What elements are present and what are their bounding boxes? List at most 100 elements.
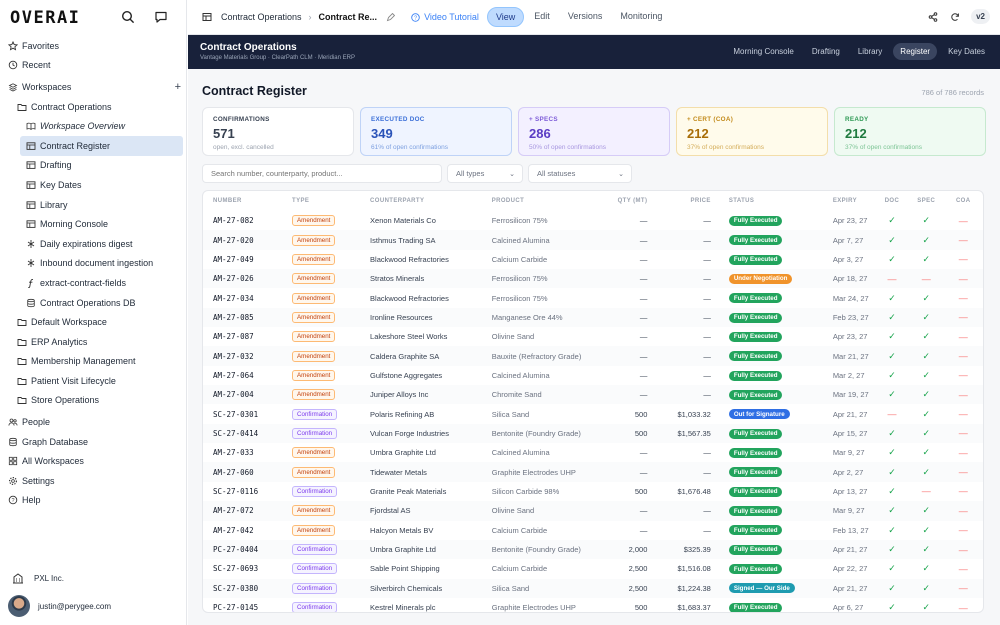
share-icon[interactable] bbox=[928, 12, 938, 22]
user-menu[interactable]: justin@perygee.com bbox=[8, 595, 111, 617]
table-row[interactable]: AM-27-072 Amendment Fjordstal AS Olivine… bbox=[203, 501, 983, 521]
table-row[interactable]: PC-27-0404 Confirmation Umbra Graphite L… bbox=[203, 539, 983, 560]
table-row[interactable]: SC-27-0380 Confirmation Silverbirch Chem… bbox=[203, 578, 983, 598]
column-header-doc[interactable]: DOC bbox=[884, 198, 900, 204]
table-row[interactable]: SC-27-0116 Confirmation Granite Peak Mat… bbox=[203, 482, 983, 501]
table-row[interactable]: AM-27-064 Amendment Gulfstone Aggregates… bbox=[203, 366, 983, 385]
contract-number[interactable]: AM-27-026 bbox=[203, 269, 283, 289]
sidebar-item-default-workspace[interactable]: Default Workspace bbox=[0, 312, 187, 332]
table-row[interactable]: AM-27-085 Amendment Ironline Resources M… bbox=[203, 307, 983, 328]
table-row[interactable]: AM-27-026 Amendment Stratos Minerals Fer… bbox=[203, 269, 983, 289]
contract-number[interactable]: AM-27-072 bbox=[203, 501, 283, 521]
column-header-expiry[interactable]: EXPIRY bbox=[832, 198, 857, 204]
contract-number[interactable]: SC-27-0380 bbox=[203, 578, 283, 598]
contract-number[interactable]: AM-27-034 bbox=[213, 293, 254, 303]
sidebar-item-inbound-document-ingestion[interactable]: Inbound document ingestion bbox=[0, 254, 187, 274]
app-logo[interactable]: OVERAI bbox=[10, 7, 81, 28]
contract-number[interactable]: AM-27-064 bbox=[213, 370, 254, 380]
tab-monitoring[interactable]: Monitoring bbox=[620, 11, 663, 21]
sidebar-item-settings[interactable]: Settings bbox=[0, 471, 187, 491]
table-row[interactable]: AM-27-032 Amendment Caldera Graphite SA … bbox=[203, 346, 983, 366]
column-header-number[interactable]: NUMBER bbox=[213, 198, 242, 204]
sidebar-item-people[interactable]: People bbox=[0, 412, 187, 432]
refresh-icon[interactable] bbox=[950, 12, 960, 22]
contract-number[interactable]: AM-27-049 bbox=[213, 254, 254, 264]
sidebar-item-help[interactable]: ? Help bbox=[0, 491, 187, 511]
status-filter-select[interactable]: All statuses ⌄ bbox=[528, 164, 632, 183]
contract-number[interactable]: AM-27-087 bbox=[213, 332, 254, 342]
chat-icon[interactable] bbox=[154, 10, 168, 24]
sidebar-item-membership-management[interactable]: Membership Management bbox=[0, 352, 187, 372]
summary-card-ready[interactable]: READY 212 37% of open confirmations bbox=[834, 107, 986, 156]
table-row[interactable]: SC-27-0414 Confirmation Vulcan Forge Ind… bbox=[203, 423, 983, 444]
contract-number[interactable]: AM-27-032 bbox=[203, 346, 283, 366]
table-row[interactable]: AM-27-060 Amendment Tidewater Metals Gra… bbox=[203, 462, 983, 482]
pencil-icon[interactable] bbox=[386, 12, 396, 22]
app-nav-key-dates[interactable]: Key Dates bbox=[948, 47, 985, 56]
summary-card-cert-coa[interactable]: + CERT (COA) 212 37% of open confirmatio… bbox=[676, 107, 828, 156]
table-row[interactable]: AM-27-042 Amendment Halcyon Metals BV Ca… bbox=[203, 521, 983, 540]
table-row[interactable]: AM-27-034 Amendment Blackwood Refractori… bbox=[203, 288, 983, 307]
column-header-status[interactable]: STATUS bbox=[728, 198, 755, 204]
sidebar-item-drafting[interactable]: Drafting bbox=[0, 156, 187, 176]
contract-number[interactable]: AM-27-085 bbox=[203, 307, 283, 328]
breadcrumb-parent[interactable]: Contract Operations bbox=[221, 12, 302, 22]
sidebar-item-workspaces[interactable]: Workspaces + bbox=[0, 77, 187, 97]
sidebar-item-key-dates[interactable]: Key Dates bbox=[0, 175, 187, 195]
tab-view[interactable]: View bbox=[486, 7, 525, 27]
column-header-product[interactable]: PRODUCT bbox=[491, 198, 525, 204]
column-header-spec[interactable]: SPEC bbox=[917, 198, 936, 204]
tab-edit[interactable]: Edit bbox=[534, 11, 550, 21]
app-nav-morning-console[interactable]: Morning Console bbox=[733, 47, 794, 56]
sidebar-item-patient-visit-lifecycle[interactable]: Patient Visit Lifecycle bbox=[0, 371, 187, 391]
table-row[interactable]: AM-27-020 Amendment Isthmus Trading SA C… bbox=[203, 230, 983, 250]
contract-number[interactable]: SC-27-0693 bbox=[213, 564, 259, 574]
summary-card-specs[interactable]: + SPECS 286 50% of open confirmations bbox=[518, 107, 670, 156]
sidebar-item-workspace-overview[interactable]: Workspace Overview bbox=[0, 116, 187, 136]
sidebar-item-extract-contract-fields[interactable]: extract-contract-fields bbox=[0, 273, 187, 293]
summary-card-confirmations[interactable]: CONFIRMATIONS 571 open, excl. cancelled bbox=[202, 107, 354, 156]
contract-number[interactable]: AM-27-082 bbox=[213, 216, 254, 226]
contract-number[interactable]: SC-27-0414 bbox=[203, 423, 283, 444]
table-row[interactable]: SC-27-0301 Confirmation Polaris Refining… bbox=[203, 404, 983, 423]
search-input[interactable] bbox=[202, 164, 442, 183]
add-workspace-button[interactable]: + bbox=[174, 80, 181, 93]
table-row[interactable]: AM-27-087 Amendment Lakeshore Steel Work… bbox=[203, 327, 983, 346]
contract-number[interactable]: AM-27-020 bbox=[203, 230, 283, 250]
table-row[interactable]: AM-27-082 Amendment Xenon Materials Co F… bbox=[203, 211, 983, 230]
contract-number[interactable]: AM-27-060 bbox=[203, 462, 283, 482]
table-row[interactable]: SC-27-0693 Confirmation Sable Point Ship… bbox=[203, 559, 983, 578]
sidebar-item-daily-expirations-digest[interactable]: Daily expirations digest bbox=[0, 234, 187, 254]
sidebar-item-library[interactable]: Library bbox=[0, 195, 187, 215]
contract-number[interactable]: PC-27-0404 bbox=[203, 539, 283, 560]
contract-number[interactable]: PC-27-0145 bbox=[213, 603, 259, 613]
summary-card-executed-doc[interactable]: EXECUTED DOC 349 61% of open confirmatio… bbox=[360, 107, 512, 156]
sidebar-item-morning-console[interactable]: Morning Console bbox=[0, 214, 187, 234]
contract-number[interactable]: AM-27-042 bbox=[213, 525, 254, 535]
sidebar-item-contract-operations[interactable]: Contract Operations bbox=[0, 97, 187, 117]
app-nav-drafting[interactable]: Drafting bbox=[811, 47, 840, 56]
table-row[interactable]: AM-27-004 Amendment Juniper Alloys Inc C… bbox=[203, 385, 983, 405]
tab-versions[interactable]: Versions bbox=[567, 11, 603, 21]
sidebar-item-favorites[interactable]: Favorites bbox=[0, 36, 187, 56]
column-header-coa[interactable]: COA bbox=[955, 198, 971, 204]
version-badge[interactable]: v2 bbox=[971, 9, 990, 24]
type-filter-select[interactable]: All types ⌄ bbox=[447, 164, 523, 183]
table-row[interactable]: AM-27-049 Amendment Blackwood Refractori… bbox=[203, 250, 983, 269]
sidebar-item-all-workspaces[interactable]: All Workspaces bbox=[0, 451, 187, 471]
sidebar-item-recent[interactable]: Recent bbox=[0, 56, 187, 76]
sidebar-item-store-operations[interactable]: Store Operations bbox=[0, 391, 187, 411]
column-header-type[interactable]: TYPE bbox=[292, 198, 310, 204]
org-switcher[interactable]: PXL Inc. bbox=[12, 572, 64, 584]
app-nav-register[interactable]: Register bbox=[893, 43, 938, 60]
column-header-price[interactable]: PRICE bbox=[690, 198, 711, 204]
table-row[interactable]: AM-27-033 Amendment Umbra Graphite Ltd C… bbox=[203, 443, 983, 462]
contract-number[interactable]: AM-27-033 bbox=[213, 448, 254, 458]
column-header-counterparty[interactable]: COUNTERPARTY bbox=[370, 198, 425, 204]
table-row[interactable]: PC-27-0145 Confirmation Kestrel Minerals… bbox=[203, 598, 983, 613]
sidebar-item-contract-register[interactable]: Contract Register bbox=[20, 135, 183, 156]
sidebar-item-erp-analytics[interactable]: ERP Analytics bbox=[0, 332, 187, 352]
column-header-qty-mt[interactable]: QTY (MT) bbox=[617, 198, 648, 204]
contract-number[interactable]: SC-27-0116 bbox=[213, 486, 259, 496]
sidebar-item-contract-operations-db[interactable]: Contract Operations DB bbox=[0, 293, 187, 313]
